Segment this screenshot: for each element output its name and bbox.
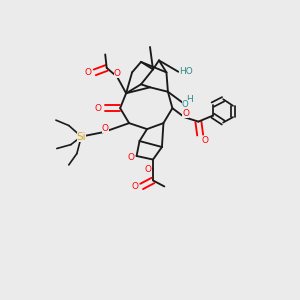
- Text: HO: HO: [179, 67, 193, 76]
- Text: H: H: [186, 95, 193, 104]
- Text: O: O: [127, 153, 134, 162]
- Text: O: O: [144, 165, 151, 174]
- Text: O: O: [85, 68, 92, 77]
- Text: Si: Si: [76, 132, 86, 142]
- Text: O: O: [201, 136, 208, 145]
- Text: O: O: [182, 100, 189, 109]
- Text: O: O: [102, 124, 109, 133]
- Text: O: O: [132, 182, 139, 191]
- Text: O: O: [94, 104, 101, 113]
- Text: O: O: [114, 69, 121, 78]
- Text: O: O: [182, 109, 189, 118]
